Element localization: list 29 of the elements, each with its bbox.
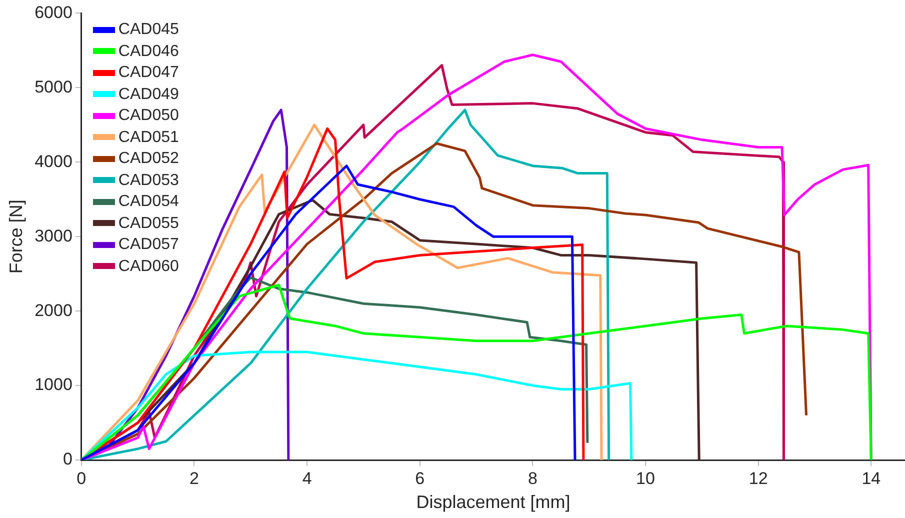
x-tick-label: 6: [415, 468, 425, 488]
y-tick-label: 5000: [34, 77, 72, 96]
legend-label: CAD052: [118, 149, 179, 170]
y-tick-label: 2000: [34, 300, 72, 320]
y-tick-label: 4000: [34, 152, 72, 171]
y-axis-title: Force [N]: [6, 200, 26, 274]
legend-label: CAD053: [118, 170, 179, 191]
legend-label: CAD057: [118, 235, 179, 256]
legend-label: CAD049: [118, 84, 179, 105]
legend-label: CAD047: [118, 63, 179, 84]
legend-label: CAD060: [118, 256, 179, 277]
x-tick-label: 14: [862, 468, 881, 488]
x-tick-label: 4: [302, 468, 312, 488]
x-tick-label: 0: [76, 468, 86, 488]
x-tick-label: 2: [190, 468, 199, 488]
y-tick-label: 6000: [34, 2, 72, 22]
y-tick-label: 0: [62, 450, 72, 469]
legend-label: CAD054: [118, 192, 179, 212]
legend-label: CAD050: [118, 106, 179, 126]
y-tick-label: 3000: [34, 226, 72, 246]
x-axis-title: Displacement [mm]: [416, 492, 570, 512]
legend-label: CAD055: [118, 214, 179, 234]
legend-label: CAD046: [118, 42, 179, 62]
legend-label: CAD045: [118, 20, 179, 40]
x-tick-label: 10: [636, 468, 655, 488]
x-tick-label: 12: [748, 468, 768, 488]
y-tick-label: 1000: [34, 375, 72, 394]
x-tick-label: 8: [528, 468, 538, 488]
legend-label: CAD051: [118, 128, 179, 148]
